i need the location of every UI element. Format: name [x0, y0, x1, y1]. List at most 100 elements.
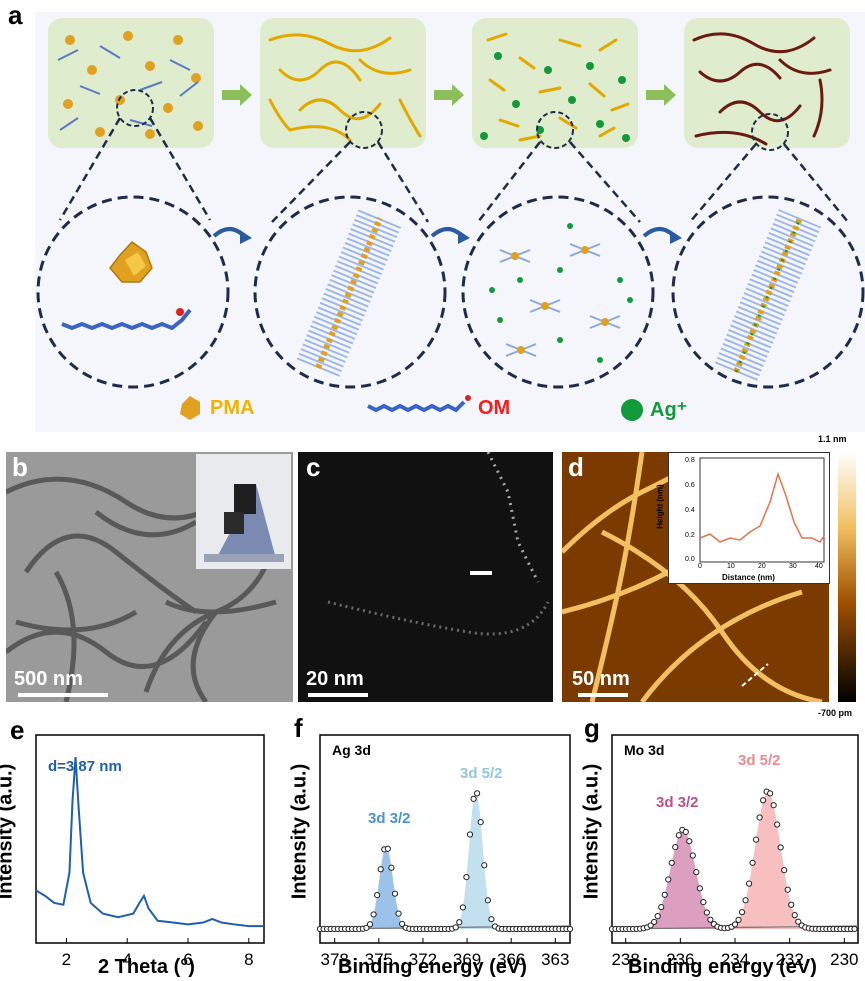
panel-label-f: f [294, 713, 303, 743]
zoom-circle-1 [36, 195, 230, 389]
colorbar-min: -700 pm [818, 708, 853, 718]
peak-fill [718, 791, 817, 929]
xps-point [658, 904, 665, 911]
xps-point [668, 859, 675, 866]
xps-point [774, 821, 781, 828]
wires-box4 [692, 32, 832, 146]
peak-fill [449, 791, 503, 929]
xps-point [756, 814, 763, 821]
scale-text-d: 50 nm [572, 668, 630, 690]
schematic-a [36, 18, 865, 421]
ag-legend-icon [621, 399, 643, 421]
f-title: Ag 3d [332, 742, 371, 758]
wires-box2 [268, 33, 422, 142]
dispersed-units-3 [489, 223, 633, 363]
xps-point [374, 892, 381, 899]
xps-xtick-label: 236 [666, 950, 694, 969]
e-xtick-label: 4 [122, 950, 131, 969]
xps-xtick-label: 363 [541, 950, 569, 969]
inset-d-xtick-0: 0 [698, 563, 702, 570]
inset-d-xtick-2: 20 [758, 563, 766, 570]
xps-point [651, 918, 658, 926]
scale-text-c: 20 nm [306, 668, 364, 690]
e-xtick-label: 6 [183, 950, 192, 969]
xrd-chart: 2 4 6 8 [35, 734, 265, 969]
inset-height-line [699, 471, 825, 543]
scale-text-b: 500 nm [14, 668, 83, 690]
xps-point [452, 924, 459, 931]
tem-image-b [6, 452, 293, 702]
peak-fill [359, 846, 413, 929]
inset-d-ytick-3: 0.6 [685, 482, 695, 489]
xps-xtick-label: 238 [611, 950, 639, 969]
xps-point [363, 924, 370, 931]
g-xlabel: Binding energy (eV) [628, 956, 817, 978]
colorbar [838, 452, 856, 702]
inset-d-chart [699, 457, 825, 563]
legend-ag: Ag⁺ [650, 399, 688, 421]
xps-point [777, 844, 784, 851]
xps-point [735, 916, 742, 923]
xps-point [377, 866, 384, 873]
zoom-circle-2 [253, 195, 447, 389]
g-ylabel: Intensity (a.u.) [580, 763, 603, 900]
xps-point [477, 819, 484, 826]
xps-point [654, 912, 661, 920]
xps-point [851, 925, 858, 933]
legend-pma: PMA [210, 397, 255, 419]
stage-box-1 [48, 18, 214, 148]
e-xtick-label: 8 [244, 950, 253, 969]
xps-point [456, 919, 463, 926]
g-title: Mo 3d [624, 742, 665, 758]
panel-label-d: d [568, 452, 584, 482]
panel-label-e: e [10, 715, 25, 745]
xps-xtick-label: 375 [365, 950, 393, 969]
f-ylabel: Intensity (a.u.) [288, 763, 311, 900]
xps-point [760, 797, 767, 804]
xps-point [459, 904, 466, 911]
xps-point [703, 909, 710, 916]
inset-d-ytick-2: 0.4 [685, 507, 695, 514]
om-molecule-icon [61, 308, 192, 331]
f-peak-label-2: 3d 5/2 [460, 765, 503, 782]
pma-clusters-box1 [63, 31, 203, 139]
xps-point [795, 918, 802, 925]
inset-d-xtick-1: 10 [727, 563, 735, 570]
inset-photo [196, 454, 291, 569]
xps-point [731, 921, 739, 928]
xps-point [488, 916, 495, 923]
xps-point [682, 828, 689, 836]
xps-point [463, 874, 470, 881]
panel-label-b: b [12, 452, 28, 482]
inset-d-ylabel: Height (nm) [655, 484, 665, 529]
xps-point [474, 790, 481, 797]
peak-fill [633, 829, 733, 929]
xrd-line [35, 756, 264, 928]
pma-legend-icon [180, 396, 200, 420]
ag3d-chart: 378 375 372 369 366 363 [316, 734, 574, 969]
xps-xtick-label: 372 [409, 950, 437, 969]
xps-point [767, 790, 774, 797]
legend-om: OM [478, 397, 511, 419]
om-legend-icon [367, 400, 466, 413]
e-xlabel: 2 Theta (°) [98, 956, 195, 978]
stage-box-2 [260, 18, 426, 148]
xps-point [484, 897, 491, 904]
stem-image-c [298, 452, 553, 702]
xps-point [481, 862, 488, 869]
panel-label-a: a [8, 0, 23, 30]
e-xtick-label: 2 [62, 950, 71, 969]
f-peak-label-1: 3d 3/2 [368, 810, 411, 827]
scale-bar-b [18, 693, 108, 697]
xps-point [384, 845, 391, 852]
xps-point [686, 838, 693, 845]
f-xlabel: Binding energy (eV) [338, 956, 527, 978]
xps-point [742, 897, 749, 904]
inset-d-xlabel: Distance (nm) [722, 573, 775, 582]
xps-point [395, 910, 402, 917]
xps-point [647, 922, 654, 929]
xps-point [399, 920, 406, 928]
g-peak-label-1: 3d 3/2 [656, 794, 699, 811]
zoom-circle-3 [461, 195, 655, 389]
xps-point [466, 831, 474, 838]
